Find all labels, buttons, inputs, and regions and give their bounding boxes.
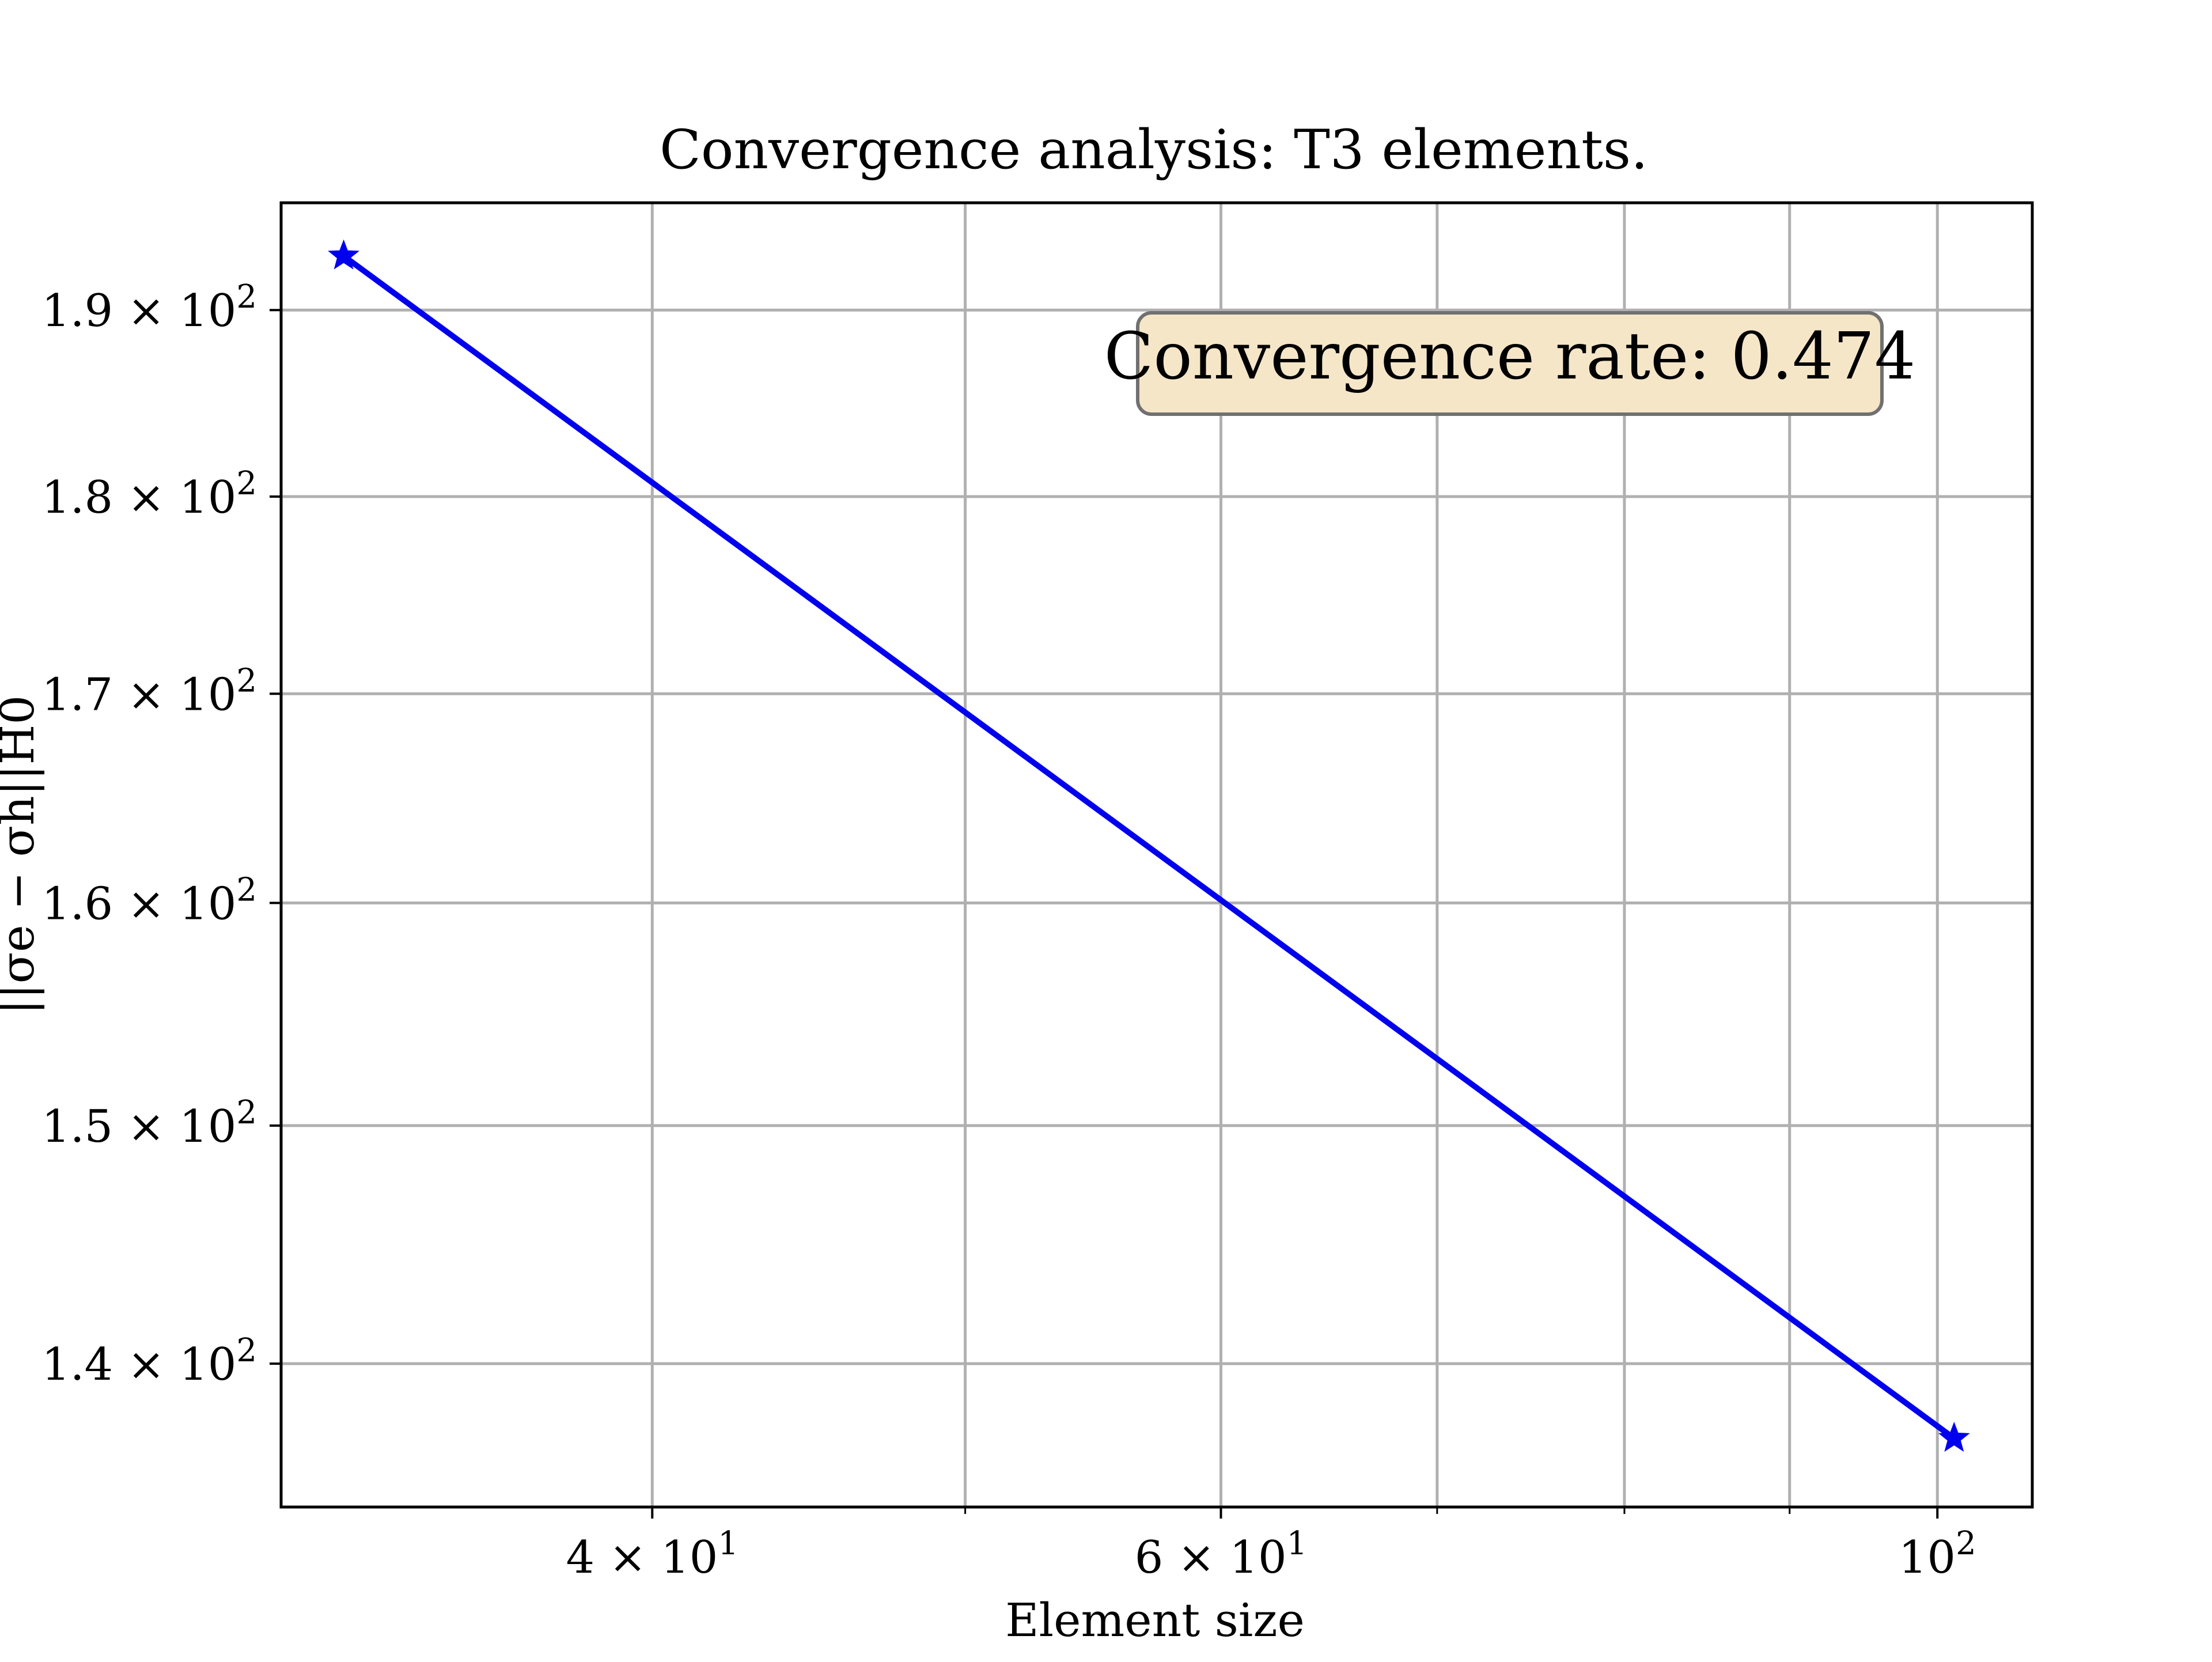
y-tick-label: 1.7 × 102 (41, 662, 257, 721)
data-point-star (1938, 1421, 1970, 1452)
y-tick-label: 1.4 × 102 (41, 1332, 257, 1391)
grid-layer (281, 203, 2032, 1507)
annotation-layer: Convergence rate: 0.474 (1104, 311, 1916, 416)
chart-title: Convergence analysis: T3 elements. (660, 119, 1648, 181)
y-tick-label: 1.6 × 102 (41, 871, 257, 930)
convergence-rate-box (1136, 311, 1884, 416)
data-point-star (328, 239, 359, 270)
tick-layer: 4 × 101 6 × 101 102 1.4 × 102 1.5 × 102 1.6 ×… (41, 278, 1976, 1584)
x-tick-label: 102 (1899, 1525, 1976, 1584)
y-tick-label: 1.8 × 102 (41, 465, 257, 524)
y-axis-label: ||σe − σh||H0 (0, 695, 44, 1014)
series-layer (328, 239, 1970, 1452)
plot-frame (279, 201, 2034, 1509)
y-tick-label: 1.5 × 102 (41, 1094, 257, 1153)
x-tick-label: 4 × 101 (566, 1525, 738, 1584)
x-axis-label: Element size (1005, 1593, 1305, 1647)
convergence-rate-text: Convergence rate: 0.474 (1104, 319, 1916, 394)
y-tick-label: 1.9 × 102 (41, 278, 257, 337)
series-line (340, 253, 1957, 1441)
x-tick-label: 6 × 101 (1135, 1525, 1307, 1584)
